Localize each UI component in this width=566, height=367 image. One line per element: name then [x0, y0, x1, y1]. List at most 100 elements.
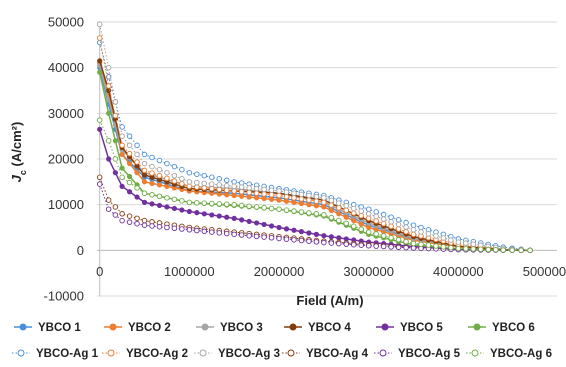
data-point [97, 58, 103, 64]
data-point [358, 226, 364, 232]
data-point [253, 185, 260, 192]
legend-swatch-marker [201, 323, 209, 331]
data-point [470, 246, 477, 252]
data-point [291, 195, 297, 201]
data-point [291, 237, 297, 243]
data-point [216, 186, 222, 193]
data-point [410, 245, 417, 251]
data-point [156, 193, 163, 200]
data-point [164, 195, 170, 201]
data-point [126, 150, 133, 157]
data-point [96, 174, 103, 181]
data-point [126, 213, 133, 219]
series-line [98, 129, 531, 252]
data-point [186, 179, 193, 185]
data-point [268, 235, 275, 241]
legend-label: YBCO-Ag 6 [490, 348, 552, 360]
data-point [306, 192, 312, 199]
y-axis-title-subscript: c [18, 170, 28, 175]
data-point [373, 243, 379, 249]
data-point [253, 233, 260, 240]
data-point [463, 246, 469, 252]
data-point [209, 229, 215, 235]
x-tick-label: 3000000 [343, 264, 394, 279]
y-tick-label: 30000 [48, 106, 84, 121]
data-point [365, 243, 372, 249]
data-point [313, 231, 319, 237]
data-point [291, 190, 297, 196]
data-point [306, 202, 312, 208]
data-point [283, 189, 290, 195]
data-point [231, 192, 237, 199]
data-point [261, 195, 267, 202]
data-point [156, 157, 163, 164]
legend-label: YBCO 3 [220, 322, 263, 334]
data-point [351, 223, 357, 230]
data-point [119, 142, 125, 149]
data-point [216, 213, 222, 219]
data-point [321, 199, 327, 206]
x-axis-title: Field (A/m) [296, 293, 363, 308]
data-point [403, 224, 409, 230]
data-point [410, 231, 417, 238]
data-point [485, 246, 492, 253]
data-point [179, 226, 185, 232]
data-point [119, 165, 125, 171]
series-ybco-6 [97, 69, 533, 253]
data-point [358, 242, 364, 248]
data-point [448, 237, 454, 243]
data-point [328, 240, 335, 246]
series-line [98, 62, 531, 252]
data-point [463, 240, 469, 246]
data-point [343, 241, 350, 247]
data-point [403, 244, 409, 251]
data-point [141, 151, 148, 158]
data-point [112, 204, 119, 210]
y-tick-label: 40000 [48, 60, 84, 75]
data-point [126, 160, 133, 167]
data-point [96, 181, 103, 187]
data-point [388, 214, 394, 220]
data-point [96, 117, 103, 123]
data-point [321, 239, 327, 246]
data-point [141, 217, 148, 224]
data-point [149, 170, 155, 176]
data-point [179, 207, 185, 213]
data-point [313, 239, 320, 245]
data-point [283, 193, 290, 200]
data-point [231, 201, 237, 208]
data-point [223, 177, 230, 184]
data-point [224, 214, 230, 220]
x-tick-label: 5000000 [523, 264, 566, 279]
data-point [201, 172, 208, 179]
data-point [179, 198, 185, 204]
data-point [231, 183, 237, 190]
data-point [119, 211, 125, 217]
data-point [440, 244, 447, 250]
data-point [395, 217, 402, 223]
data-point [298, 200, 305, 207]
data-point [380, 220, 387, 227]
data-point [261, 234, 267, 240]
data-point [223, 201, 230, 208]
data-point [119, 174, 125, 181]
data-point [179, 176, 185, 182]
data-point [238, 184, 245, 190]
data-point [492, 247, 499, 253]
data-point [298, 196, 305, 202]
data-point [106, 156, 112, 162]
data-point [373, 213, 379, 220]
data-point [194, 171, 200, 177]
data-point [403, 238, 409, 245]
data-point [112, 99, 119, 105]
data-point [201, 200, 208, 206]
data-point [134, 151, 140, 158]
data-point [336, 217, 342, 224]
data-point [105, 137, 112, 144]
data-point [418, 229, 424, 235]
data-point [194, 184, 200, 190]
x-tick-label: 1000000 [164, 264, 215, 279]
series-ybco-2 [97, 60, 533, 253]
data-point [425, 242, 432, 248]
data-point [268, 187, 275, 193]
